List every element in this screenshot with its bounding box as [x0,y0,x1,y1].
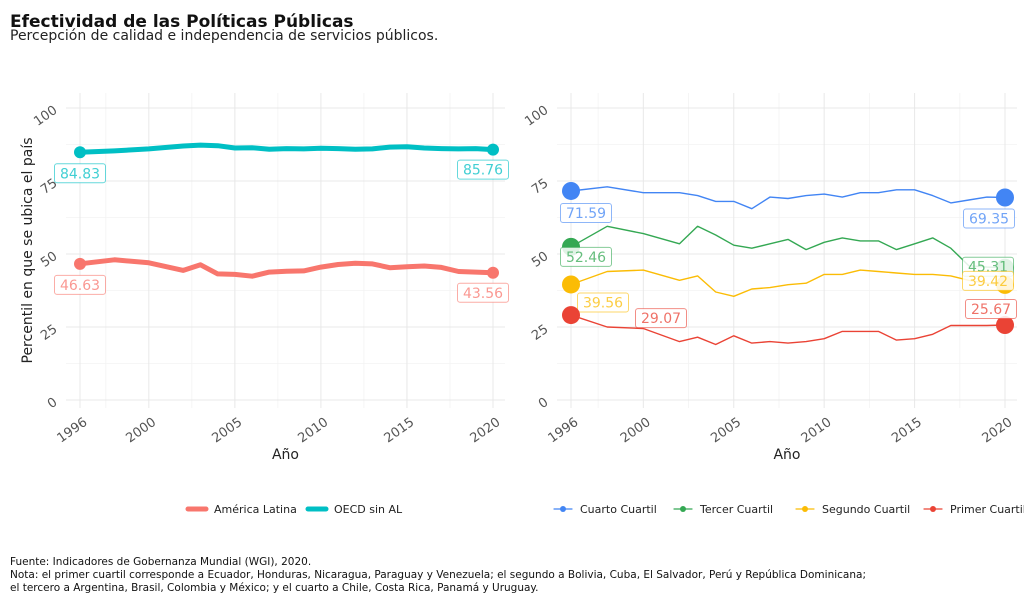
data-label-box [457,282,509,303]
x-tick-label: 1996 [55,415,91,446]
data-label-box [560,202,612,223]
legend-label: Primer Cuartil [950,503,1024,516]
data-label: 71.59 [566,206,606,222]
x-tick-label: 2000 [123,415,159,446]
data-label: 29.07 [641,311,681,327]
chart-canvas: 0 25 50 75 100 1996 2000 2005 2010 2015 2020 Año Per… [20,93,1024,516]
legend-label: América Latina [214,503,297,516]
x-tick-label: 2020 [468,415,504,446]
x-tick-label: 2005 [209,415,245,446]
series-line [570,225,1006,269]
x-tick-label: 1996 [546,415,582,446]
x-axis-title: Año [773,447,800,463]
data-label-box [965,299,1017,320]
y-tick-label: 75 [529,176,551,198]
x-tick-label: 2020 [980,415,1016,446]
series-end-point [996,188,1014,207]
caption-note-2: el tercero a Argentina, Brasil, Colombia… [10,582,539,594]
data-label-box [457,159,509,180]
x-tick-label: 2005 [708,415,744,446]
y-tick-label: 25 [38,322,60,344]
data-label-box [635,308,687,329]
data-label: 52.46 [566,250,606,266]
data-label: 46.63 [60,278,100,294]
legend-label: Segundo Cuartil [822,503,910,516]
caption-source: Fuente: Indicadores de Gobernanza Mundia… [10,556,312,568]
legend-label: Tercer Cuartil [699,503,773,516]
legend-key-point [680,506,686,512]
series-start-point [74,257,86,270]
series-line [570,186,1006,210]
data-label: 25.67 [971,302,1011,318]
x-tick-label: 2015 [382,415,418,446]
y-tick-label: 100 [522,103,551,130]
data-label-box [560,246,612,267]
legend-key-point [802,506,808,512]
series-start-point [562,181,580,200]
series-line [570,314,1006,346]
series-line [77,142,496,155]
data-label: 85.76 [463,163,503,179]
y-tick-label: 0 [536,395,551,412]
legend-label: OECD sin AL [334,503,403,516]
x-tick-label: 2000 [618,415,654,446]
series-end-point [487,143,499,156]
series-start-point [562,275,580,294]
x-tick-label: 2015 [889,415,925,446]
series-start-point [74,146,86,159]
data-label: 84.83 [60,166,100,182]
legend-key-point [930,506,936,512]
data-label: 39.42 [968,274,1008,290]
data-label-box [963,208,1015,229]
y-tick-label: 100 [31,103,60,130]
x-axis-title: Año [272,447,299,463]
data-label-box [962,270,1014,291]
legend-label: Cuarto Cuartil [580,503,657,516]
series-end-point [996,316,1014,335]
data-label: 43.56 [463,286,503,302]
chart-subtitle: Percepción de calidad e independencia de… [10,28,439,44]
series-line [77,257,496,279]
y-tick-label: 50 [38,249,60,271]
data-label-box [577,292,629,313]
chart-title: Efectividad de las Políticas Públicas [10,12,354,32]
caption: Fuente: Indicadores de Gobernanza Mundia… [10,556,866,595]
series-start-point [562,306,580,325]
caption-note-1: Nota: el primer cuartil corresponde a Ec… [10,569,866,581]
x-tick-label: 2010 [799,415,835,446]
series-line [570,269,1006,297]
series-end-point [487,266,499,279]
y-axis-title: Percentil en que se ubica el país [20,137,36,363]
data-label: 39.56 [583,295,623,311]
data-label-box [54,163,106,184]
y-tick-label: 0 [45,395,60,412]
data-label: 69.35 [969,211,1009,227]
y-tick-label: 25 [529,322,551,344]
legend-key-point [560,506,566,512]
x-tick-label: 2010 [295,415,331,446]
y-tick-label: 50 [529,249,551,271]
data-label-box [54,274,106,295]
